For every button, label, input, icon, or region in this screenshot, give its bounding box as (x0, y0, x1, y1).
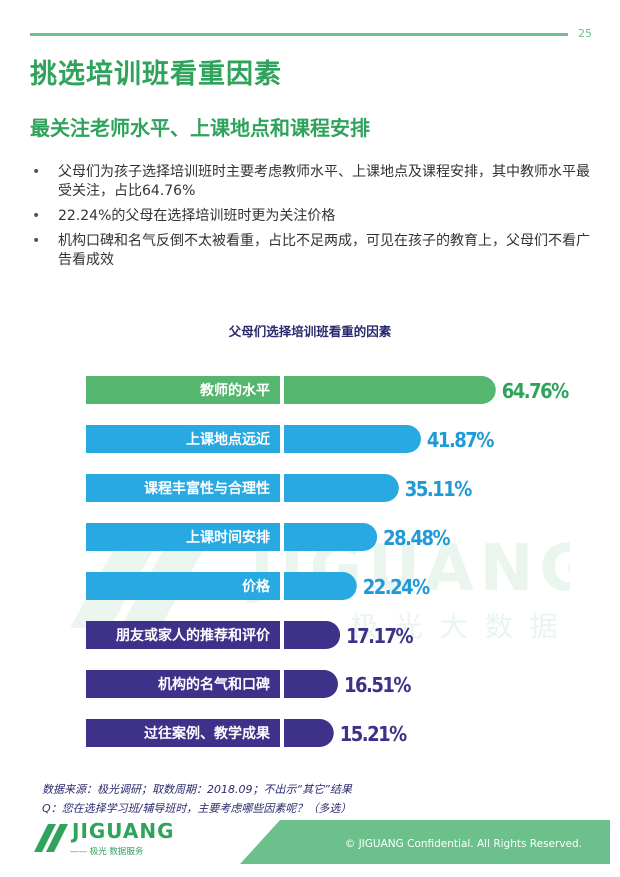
bar (284, 621, 341, 649)
category-label: 机构的名气和口碑 (158, 676, 270, 693)
source-note: 数据来源：极光调研；取数周期：2018.09；不出示“其它”结果 Q：您在选择学… (42, 780, 352, 818)
bar (284, 572, 357, 600)
value-label: 28.48% (383, 526, 450, 550)
bar-label-panel (86, 523, 280, 551)
value-label: 22.24% (363, 575, 430, 599)
page-number: 25 (578, 27, 592, 40)
logo-wordmark: JIGUANG (72, 819, 175, 843)
value-label: 15.21% (340, 722, 407, 746)
bar-chart: 教师的水平 64.76% 上课地点远近 41.87% 课程丰富性与合理性 35.11% 上课… (86, 376, 571, 747)
copyright-text: © JIGUANG Confidential. All Rights Reser… (344, 838, 582, 850)
value-label: 35.11% (405, 477, 472, 501)
value-label: 64.76% (502, 379, 569, 403)
bar (284, 670, 338, 698)
value-label: 41.87% (427, 428, 494, 452)
bar (284, 376, 496, 404)
bar (284, 425, 421, 453)
bar-label-panel (86, 670, 280, 698)
bar-label-panel (86, 425, 280, 453)
bullet-item: 机构口碑和名气反倒不太被看重，占比不足两成，可见在孩子的教育上，父母们不看广告看… (30, 232, 590, 270)
category-label: 朋友或家人的推荐和评价 (115, 627, 271, 644)
category-label: 价格 (242, 578, 271, 595)
page-title: 挑选培训班看重因素 (30, 59, 282, 90)
value-label: 16.51% (344, 673, 411, 697)
chart-title: 父母们选择培训班看重的因素 (228, 324, 392, 339)
bullet-list: 父母们为孩子选择培训班时主要考虑教师水平、上课地点及课程安排，其中教师水平最受关… (30, 163, 590, 276)
footer-band (240, 820, 610, 864)
category-label: 课程丰富性与合理性 (144, 480, 270, 497)
bullet-item: 父母们为孩子选择培训班时主要考虑教师水平、上课地点及课程安排，其中教师水平最受关… (30, 163, 590, 201)
logo-tagline: —— 极光 数据服务 (70, 847, 144, 857)
top-rule (30, 33, 568, 36)
category-label: 教师的水平 (200, 382, 270, 399)
bar-label-panel (86, 572, 280, 600)
bar (284, 474, 399, 502)
bar-label-panel (86, 376, 280, 404)
bar-label-panel (86, 474, 280, 502)
category-label: 上课时间安排 (186, 529, 270, 546)
jiguang-logo-icon (34, 824, 68, 852)
bar (284, 719, 334, 747)
bar (284, 523, 378, 551)
bar-label-panel (86, 621, 280, 649)
bullet-item: 22.24%的父母在选择培训班时更为关注价格 (30, 207, 590, 226)
page-subtitle: 最关注老师水平、上课地点和课程安排 (30, 116, 370, 140)
category-label: 过往案例、教学成果 (144, 725, 271, 742)
value-label: 17.17% (346, 624, 413, 648)
category-label: 上课地点远近 (186, 431, 270, 448)
question-line: Q：您在选择学习班/辅导班时，主要考虑哪些因素呢？（多选） (42, 802, 352, 815)
source-line: 数据来源：极光调研；取数周期：2018.09；不出示“其它”结果 (42, 783, 352, 796)
bar-label-panel (86, 719, 280, 747)
